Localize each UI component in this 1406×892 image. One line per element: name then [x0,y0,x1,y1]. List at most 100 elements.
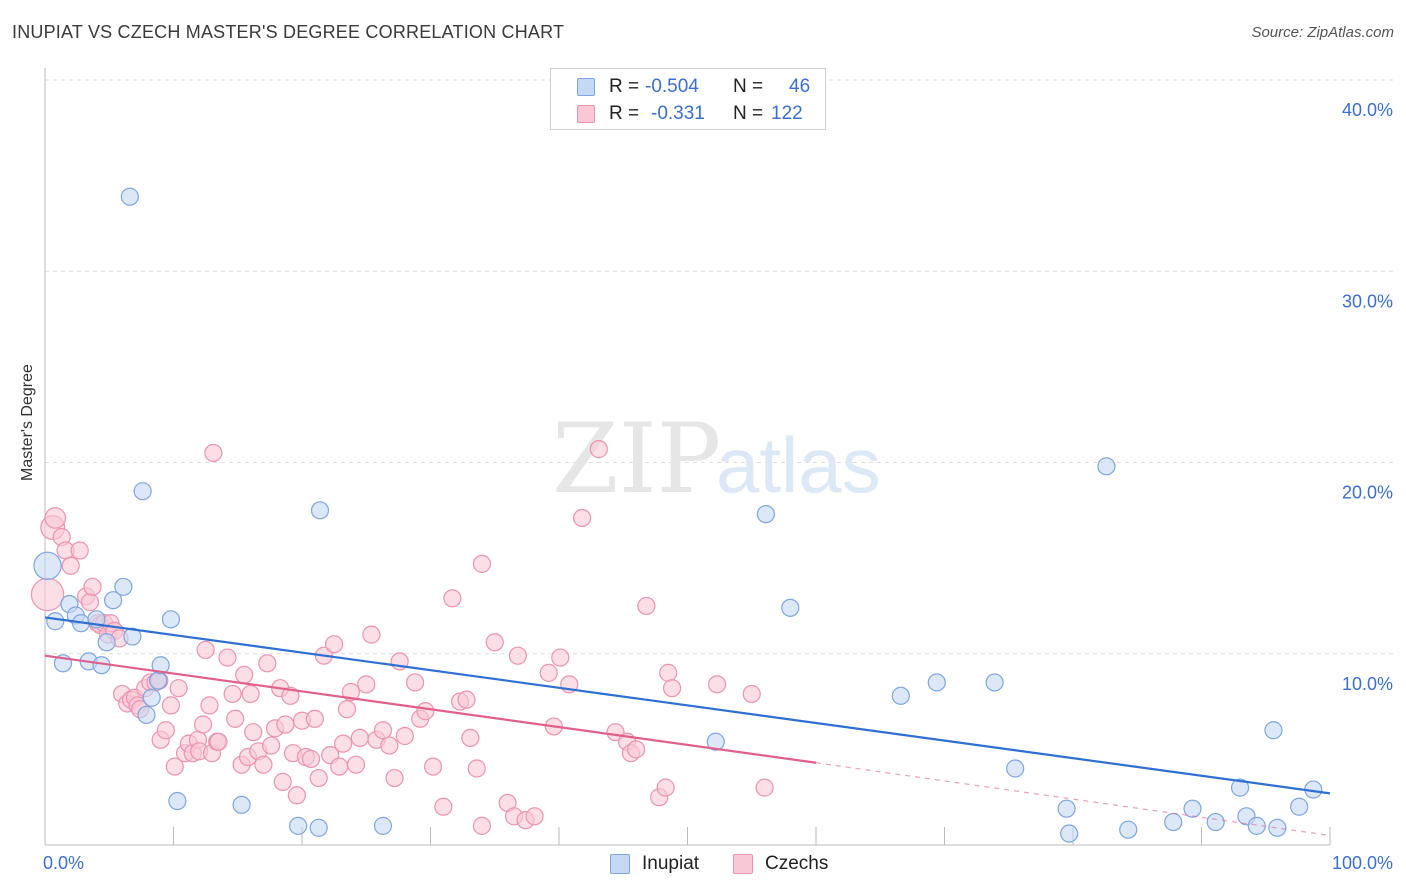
czech-point [443,589,462,608]
czech-point [525,807,544,826]
czech-point [551,648,570,667]
czech-point [373,721,393,740]
czech-point [309,768,328,788]
inupiat-point [985,673,1004,692]
czech-point [169,679,188,698]
inupiat-point [1183,799,1202,818]
chart-title: INUPIAT VS CZECH MASTER'S DEGREE CORRELA… [12,22,565,42]
czech-point [83,577,102,596]
y-tick-label: 10.0% [1342,674,1393,694]
correlation-legend: R = -0.504 N = 46 R = -0.331 N = 122 [550,68,826,130]
czech-point [305,709,324,728]
czech-trend-extension [815,762,1331,837]
legend-label: Czechs [765,853,829,874]
czech-point [254,755,273,774]
czech-point [423,757,443,776]
n-value: 122 [771,103,803,124]
czech-point [626,740,646,759]
czech-point [80,593,100,612]
r-label: R = [609,103,640,124]
czech-point [385,768,404,788]
czech-point [156,721,175,740]
inupiat-point [706,732,725,751]
y-axis-label: Master's Degree [19,364,36,481]
czech-point [662,679,682,698]
inupiat-point [137,705,156,725]
czech-point [30,577,65,612]
legend-row-czechs: R = -0.331 N = 122 [551,101,825,127]
czech-point [357,675,376,694]
czech-point [273,772,292,791]
czech-point [416,702,435,721]
inupiat-point [148,671,168,690]
czech-point [334,734,353,753]
inupiat-point [46,612,65,631]
czech-point [461,728,480,748]
inupiat-point [781,598,800,617]
czech-point [508,646,527,665]
points [30,187,1323,843]
czech-point [467,759,486,778]
czech-point [165,757,184,776]
inupiat-trend-line [44,616,1331,795]
czech-point [395,726,414,746]
czechs-swatch [577,105,595,123]
czech-point [281,686,300,705]
inupiat-point [891,686,910,705]
czech-point [44,507,67,529]
czech-point [235,665,254,684]
inupiat-point [373,816,393,835]
czech-point [405,673,425,692]
inupiat-point [1164,812,1183,832]
czech-point [200,696,219,715]
grid-lines [45,79,1395,655]
czech-point [472,554,491,573]
czech-point [226,709,245,728]
x-tick-label: 100.0% [1332,853,1393,873]
czech-point [241,684,260,704]
czech-point [362,625,381,644]
inupiat-point [1060,824,1079,843]
watermark-atlas: atlas [716,421,881,509]
czech-point [223,684,242,704]
inupiat-point [151,656,170,675]
czech-point [742,684,761,704]
inupiat-point [1290,797,1309,816]
axes [44,68,1331,846]
czech-point [204,443,223,463]
inupiat-point [1119,820,1138,839]
czech-point [707,675,727,694]
inupiat-point [309,818,328,837]
czechs-swatch [733,854,753,874]
x-tick-label: 0.0% [43,853,84,873]
inupiat-point [142,688,161,707]
czech-point [380,736,399,755]
czech-point [573,508,592,528]
inupiat-point [104,591,123,610]
inupiat-point [310,501,330,520]
r-value: -0.504 [645,76,699,97]
inupiat-point [289,816,308,835]
czech-point [258,654,277,673]
r-label: R = [609,76,640,97]
czech-point [218,648,237,667]
inupiat-point [123,627,142,646]
inupiat-point [232,795,251,814]
czech-point [325,635,344,654]
czech-point [434,797,453,816]
czech-point [244,723,263,742]
inupiat-point [133,482,152,501]
czech-point [457,690,476,709]
n-value: 46 [789,76,811,97]
czech-point [337,700,357,719]
inupiat-point [1206,812,1225,832]
czech-point [755,778,774,797]
czech-point [196,640,215,660]
n-label: N = [733,103,764,124]
watermark-zip: ZIP [552,403,721,515]
czech-point [301,749,321,769]
czech-point [330,757,349,776]
czech-point [262,736,281,755]
inupiat-point [161,610,181,629]
